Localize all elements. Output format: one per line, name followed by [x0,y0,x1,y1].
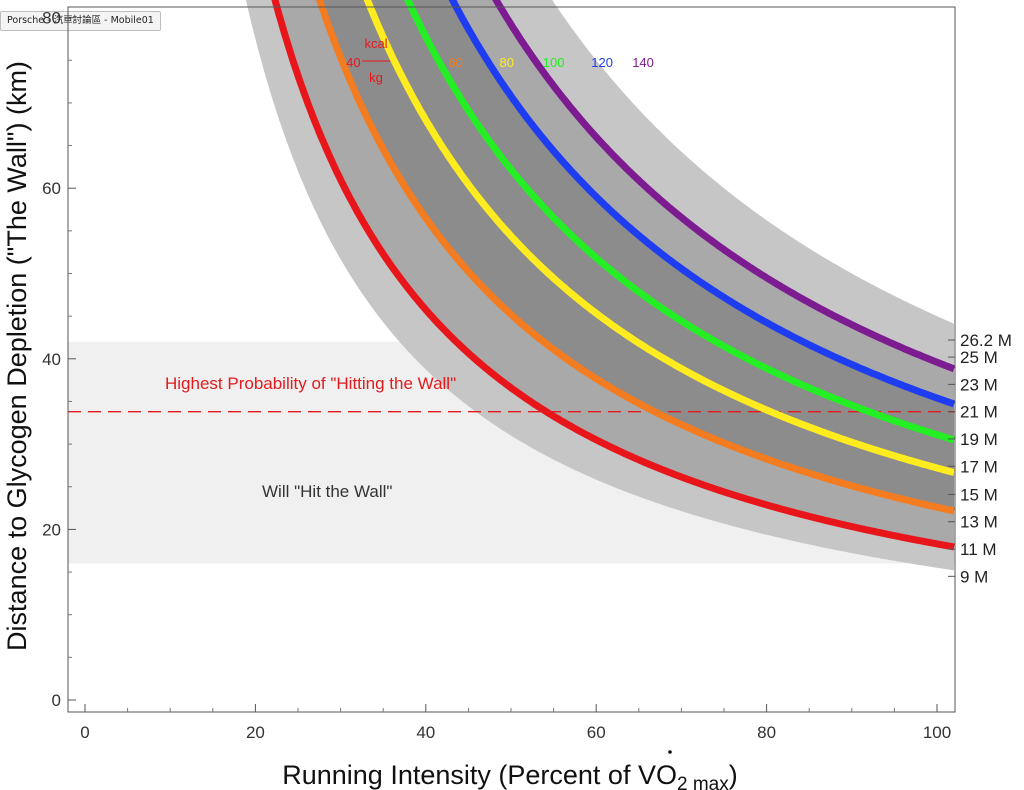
x-tick-label: 40 [416,723,435,742]
v-dot-accent [668,750,672,754]
right-distance-label: 26.2 M [960,331,1012,350]
x-axis-title-o: O [656,760,677,790]
y-tick-label: 0 [52,691,61,710]
x-axis-title-subscript: 2 max [677,774,729,790]
series-label-140: 140 [632,55,654,70]
right-distance-label: 15 M [960,485,998,504]
y-tick-label: 40 [42,350,61,369]
right-distance-label: 25 M [960,348,998,367]
unit-numerator: kcal [364,36,387,51]
series-100-line [404,0,955,444]
series-60-line [315,0,955,515]
series-label-100: 100 [543,55,565,70]
series-80-line [363,0,955,476]
y-axis-title: Distance to Glycogen Depletion ("The Wal… [2,61,32,651]
x-tick-label: 80 [757,723,776,742]
x-axis-title: Running Intensity (Percent of VO2 max) [282,760,737,790]
axes-frame [67,6,956,713]
series-40-line [271,0,955,551]
right-distance-label: 9 M [960,567,988,586]
series-label-60: 60 [448,55,462,70]
x-tick-label: 100 [923,723,951,742]
right-distance-label: 13 M [960,513,998,532]
x-tick-label: 60 [587,723,606,742]
y-tick-label: 60 [42,179,61,198]
right-distance-label: 23 M [960,375,998,394]
x-axis-title-v: V [638,760,656,790]
right-distance-label: 21 M [960,403,998,422]
x-tick-label: 0 [80,723,89,742]
y-tick-label: 80 [42,9,61,28]
right-distance-label: 17 M [960,457,998,476]
right-distance-label: 19 M [960,430,998,449]
highest-probability-label: Highest Probability of "Hitting the Wall… [165,374,456,393]
will-hit-wall-label: Will "Hit the Wall" [262,482,392,501]
browser-tab-title: Porsche - 汽車討論區 - Mobile01 [0,11,161,31]
series-label-80: 80 [500,55,514,70]
x-axis-title-main: Running Intensity (Percent of [282,760,638,790]
series-120-line [448,0,955,408]
y-tick-label: 20 [42,520,61,539]
series-label-120: 120 [591,55,613,70]
x-tick-label: 20 [246,723,265,742]
series-label-40: 40 [346,55,360,70]
series-140-line [492,0,955,373]
chart-text: Distance to Glycogen Depletion ("The Wal… [2,9,1012,790]
right-distance-label: 11 M [960,540,997,559]
plot-area [68,0,955,571]
unit-denominator: kg [369,70,383,85]
x-axis-title-close: ) [729,760,738,790]
